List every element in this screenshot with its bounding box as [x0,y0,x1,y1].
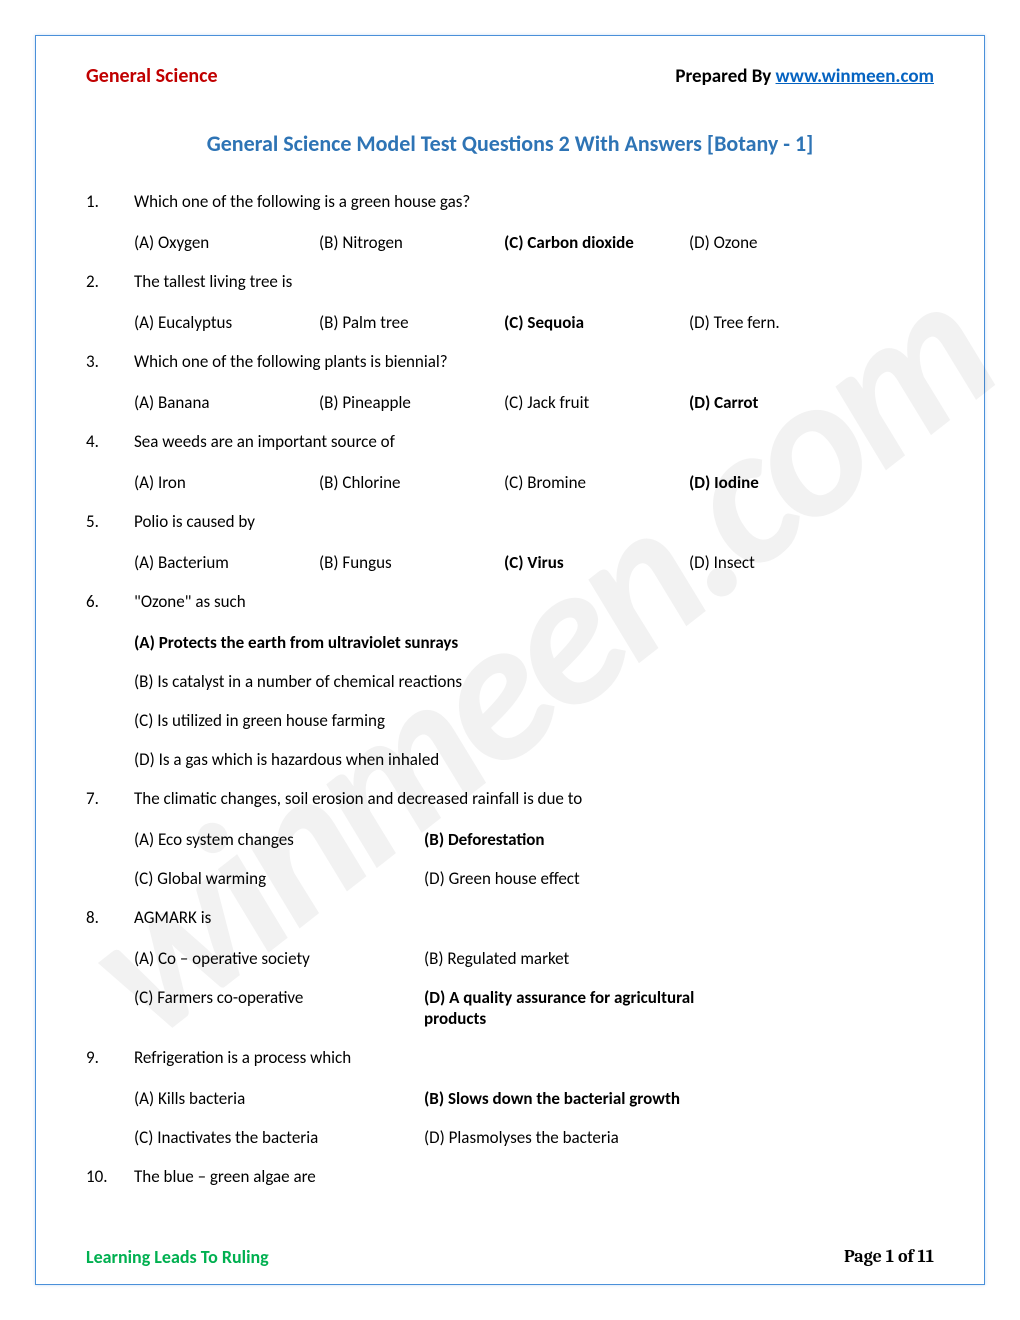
question-block: 7.The climatic changes, soil erosion and… [86,788,934,889]
question-block: 5.Polio is caused by (A) Bacterium(B) Fun… [86,511,934,573]
question-block: 10.The blue – green algae are [86,1166,934,1187]
question-block: 9.Refrigeration is a process which (A) Ki… [86,1047,934,1148]
option: (C) Jack fruit [504,392,689,413]
question-row: 2.The tallest living tree is [86,271,934,292]
option: (C) Inactivates the bacteria [134,1127,424,1148]
option: (B) Deforestation [424,829,714,850]
question-row: 4.Sea weeds are an important source of [86,431,934,452]
option: (B) Pineapple [319,392,504,413]
option: (C) Carbon dioxide [504,232,689,253]
option: (D) Is a gas which is hazardous when inh… [86,749,934,770]
question-number: 10. [86,1166,134,1187]
option: (A) Eucalyptus [134,312,319,333]
option: (D) Insect [689,552,874,573]
option: (A) Eco system changes [134,829,424,850]
option: (C) Is utilized in green house farming [86,710,934,731]
question-number: 3. [86,351,134,372]
option: (A) Protects the earth from ultraviolet … [86,632,934,653]
question-text: "Ozone" as such [134,591,246,612]
questions-list: 1.Which one of the following is a green … [86,191,934,1187]
question-row: 5.Polio is caused by [86,511,934,532]
footer-page-num: Page 1 of 11 [844,1246,934,1268]
question-text: The climatic changes, soil erosion and d… [134,788,582,809]
question-number: 9. [86,1047,134,1068]
question-number: 2. [86,271,134,292]
question-number: 1. [86,191,134,212]
options-row: (C) Farmers co-operative(D) A quality as… [86,987,934,1029]
option: (C) Bromine [504,472,689,493]
site-link[interactable]: www.winmeen.com [776,65,934,88]
option: (B) Fungus [319,552,504,573]
option: (C) Virus [504,552,689,573]
option: (B) Nitrogen [319,232,504,253]
question-row: 7.The climatic changes, soil erosion and… [86,788,934,809]
question-number: 5. [86,511,134,532]
option: (D) A quality assurance for agricultural… [424,987,714,1029]
question-block: 6."Ozone" as such (A) Protects the earth … [86,591,934,770]
option: (B) Palm tree [319,312,504,333]
question-text: The tallest living tree is [134,271,292,292]
option: (D) Plasmolyses the bacteria [424,1127,714,1148]
options-row: (C) Inactivates the bacteria(D) Plasmoly… [86,1127,934,1148]
question-text: Sea weeds are an important source of [134,431,395,452]
options-row: (A) Eucalyptus(B) Palm tree(C) Sequoia(D… [86,312,934,333]
options-row: (A) Co – operative society(B) Regulated … [86,948,934,969]
question-block: 4.Sea weeds are an important source of (A… [86,431,934,493]
question-number: 8. [86,907,134,928]
option: (A) Kills bacteria [134,1088,424,1109]
question-text: AGMARK is [134,907,211,928]
header-subject: General Science [86,64,218,88]
header-row: General Science Prepared By www.winmeen.… [86,64,934,88]
option: (C) Global warming [134,868,424,889]
option: (A) Iron [134,472,319,493]
option: (B) Is catalyst in a number of chemical … [86,671,934,692]
footer-motto: Learning Leads To Ruling [86,1246,269,1268]
footer-row: Learning Leads To Ruling Page 1 of 11 [86,1246,934,1268]
question-text: Refrigeration is a process which [134,1047,351,1068]
question-text: The blue – green algae are [134,1166,316,1187]
options-row: (A) Eco system changes(B) Deforestation [86,829,934,850]
option: (A) Banana [134,392,319,413]
question-row: 8.AGMARK is [86,907,934,928]
question-row: 9.Refrigeration is a process which [86,1047,934,1068]
option: (D) Iodine [689,472,874,493]
prepared-by-label: Prepared By [675,65,775,88]
option: (C) Sequoia [504,312,689,333]
question-block: 1.Which one of the following is a green … [86,191,934,253]
options-row: (A) Bacterium(B) Fungus(C) Virus(D) Inse… [86,552,934,573]
header-prepared-by: Prepared By www.winmeen.com [675,65,934,88]
option: (A) Oxygen [134,232,319,253]
page-title: General Science Model Test Questions 2 W… [86,130,934,157]
question-number: 4. [86,431,134,452]
option: (A) Bacterium [134,552,319,573]
option: (D) Ozone [689,232,874,253]
options-row: (A) Iron(B) Chlorine(C) Bromine(D) Iodin… [86,472,934,493]
question-text: Polio is caused by [134,511,255,532]
question-row: 6."Ozone" as such [86,591,934,612]
question-row: 1.Which one of the following is a green … [86,191,934,212]
option: (D) Carrot [689,392,874,413]
options-row: (A) Banana(B) Pineapple(C) Jack fruit(D)… [86,392,934,413]
options-row: (A) Oxygen(B) Nitrogen(C) Carbon dioxide… [86,232,934,253]
question-number: 6. [86,591,134,612]
question-block: 2.The tallest living tree is (A) Eucalypt… [86,271,934,333]
option: (A) Co – operative society [134,948,424,969]
question-number: 7. [86,788,134,809]
option: (C) Farmers co-operative [134,987,424,1029]
question-block: 3.Which one of the following plants is b… [86,351,934,413]
question-row: 10.The blue – green algae are [86,1166,934,1187]
option: (B) Regulated market [424,948,714,969]
question-row: 3.Which one of the following plants is b… [86,351,934,372]
question-text: Which one of the following plants is bie… [134,351,448,372]
options-row: (C) Global warming(D) Green house effect [86,868,934,889]
options-row: (A) Kills bacteria(B) Slows down the bac… [86,1088,934,1109]
question-block: 8.AGMARK is (A) Co – operative society(B)… [86,907,934,1029]
question-text: Which one of the following is a green ho… [134,191,470,212]
option: (D) Green house effect [424,868,714,889]
option: (B) Chlorine [319,472,504,493]
option: (D) Tree fern. [689,312,874,333]
option: (B) Slows down the bacterial growth [424,1088,714,1109]
